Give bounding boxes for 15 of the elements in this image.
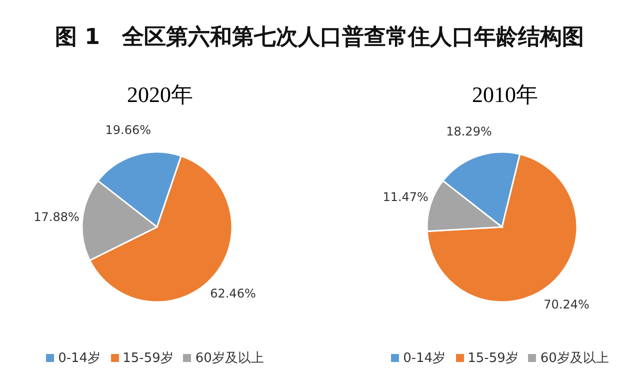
data-label: 11.47% [382, 190, 428, 204]
data-label: 18.29% [446, 124, 492, 139]
legend-label: 15-59岁 [468, 351, 518, 366]
chart-subtitle: 2010年 [471, 81, 539, 109]
data-label: 62.46% [210, 286, 256, 301]
legend-label: 0-14岁 [403, 351, 446, 366]
legend-label: 0-14岁 [58, 351, 101, 366]
data-label: 19.66% [105, 123, 152, 138]
data-label: 70.24% [544, 298, 590, 312]
legend-label: 60岁及以上 [195, 351, 264, 366]
legend-label: 15-59岁 [122, 351, 174, 366]
chart-subtitle: 2020年 [126, 81, 194, 109]
data-label: 17.88% [34, 210, 80, 224]
legend-label: 60岁及以上 [540, 351, 609, 366]
text: 图 1 全区第六和第七次人口普查常住人口年龄结构图 [54, 24, 585, 52]
